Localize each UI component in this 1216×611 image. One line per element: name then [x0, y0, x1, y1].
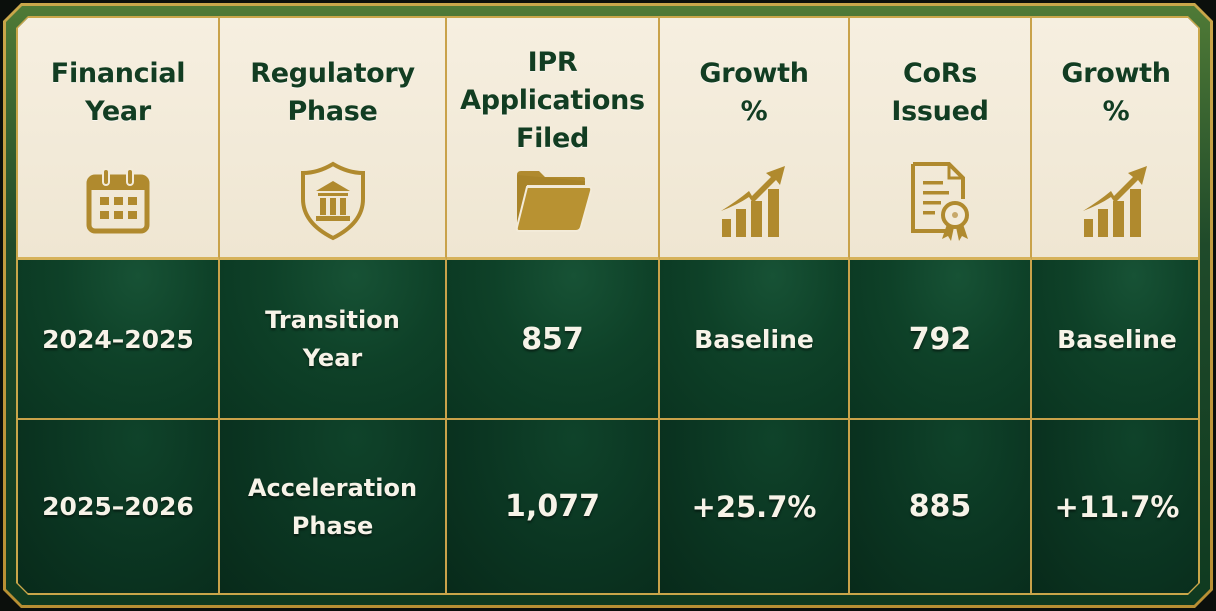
header-label: Applications	[460, 85, 645, 116]
header-label: CoRs	[902, 58, 978, 89]
header-cors-issued: CoRs Issued	[850, 18, 1032, 260]
phase-line: Transition	[265, 306, 400, 334]
table-cell-ipr-growth: Baseline	[660, 260, 850, 420]
table-cell-cors-growth: +11.7%	[1032, 420, 1202, 593]
header-label: Filed	[515, 123, 590, 154]
folder-icon	[513, 161, 593, 241]
table-cell-phase: Acceleration Phase	[220, 420, 447, 593]
table-cell-ipr-applications: 857	[447, 260, 660, 420]
growth-chart-icon	[1076, 161, 1156, 241]
header-financial-year: Financial Year	[18, 18, 220, 260]
frame-gold-border: Financial Year	[16, 16, 1200, 595]
header-label: Growth	[699, 58, 809, 89]
table-cell-cors-issued: 885	[850, 420, 1032, 593]
table-cell-financial-year: 2025–2026	[18, 420, 220, 593]
header-label: Year	[85, 96, 151, 127]
header-label: IPR	[527, 47, 578, 78]
shield-institution-icon	[293, 161, 373, 241]
phase-line: Phase	[291, 511, 374, 540]
growth-chart-icon	[714, 161, 794, 241]
table-frame: Financial Year	[3, 3, 1213, 608]
header-label: Growth	[1061, 58, 1171, 89]
header-label: Issued	[891, 96, 989, 127]
data-table: Financial Year	[18, 18, 1198, 593]
header-label: Regulatory	[250, 58, 415, 89]
frame-green-border: Financial Year	[6, 6, 1210, 605]
header-label: Financial	[50, 58, 186, 89]
header-label: %	[740, 96, 768, 127]
phase-line: Year	[302, 344, 363, 372]
table-cell-financial-year: 2024–2025	[18, 260, 220, 420]
header-label: Phase	[287, 96, 378, 127]
table-cell-ipr-applications: 1,077	[447, 420, 660, 593]
header-regulatory-phase: Regulatory Phase	[220, 18, 447, 260]
header-ipr-applications: IPR Applications Filed	[447, 18, 660, 260]
calendar-icon	[78, 161, 158, 241]
header-cors-growth: Growth %	[1032, 18, 1202, 260]
table-cell-ipr-growth: +25.7%	[660, 420, 850, 593]
header-label: %	[1102, 96, 1130, 127]
table-cell-cors-growth: Baseline	[1032, 260, 1202, 420]
table-cell-phase: Transition Year	[220, 260, 447, 420]
certificate-icon	[900, 161, 980, 241]
phase-line: Acceleration	[247, 473, 418, 502]
table-cell-cors-issued: 792	[850, 260, 1032, 420]
header-ipr-growth: Growth %	[660, 18, 850, 260]
